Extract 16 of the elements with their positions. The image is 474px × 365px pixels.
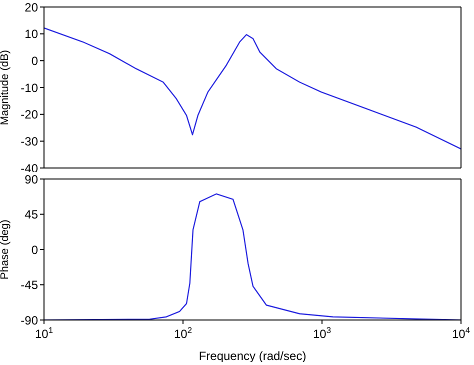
y-tick-label: 0 xyxy=(31,54,38,68)
y-tick-label: -10 xyxy=(20,80,38,95)
y-tick-label: -45 xyxy=(20,278,38,292)
y-tick-label: 0 xyxy=(31,242,38,257)
x-tick-label: 10$^{4}$ xyxy=(452,325,470,341)
x-tick-label: 10$^{1}$ xyxy=(34,325,54,341)
y-axis-title: Magnitude (dB) xyxy=(0,50,11,126)
y-axis-title: Phase (deg) xyxy=(0,220,11,280)
y-tick-label: -20 xyxy=(20,108,38,122)
y-tick-label: 10 xyxy=(24,27,38,42)
y-tick-label: -30 xyxy=(20,134,38,148)
y-tick-label: 45 xyxy=(24,208,38,222)
x-tick-label: 10$^{2}$ xyxy=(174,325,192,341)
x-tick-label: 10$^{3}$ xyxy=(312,325,332,341)
y-tick-label: 20 xyxy=(24,0,38,14)
y-tick-label: -90 xyxy=(20,313,38,328)
